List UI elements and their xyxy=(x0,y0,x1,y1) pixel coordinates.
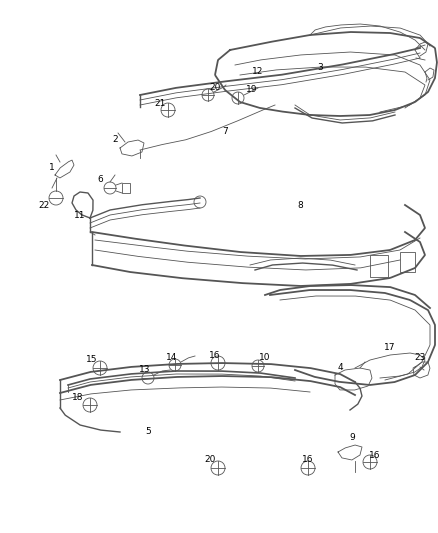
Text: 16: 16 xyxy=(302,456,314,464)
Text: 17: 17 xyxy=(384,343,396,352)
Text: 20: 20 xyxy=(204,456,215,464)
Text: 8: 8 xyxy=(297,200,303,209)
Text: 5: 5 xyxy=(145,427,151,437)
Text: 7: 7 xyxy=(222,127,228,136)
Text: 14: 14 xyxy=(166,352,178,361)
Text: 16: 16 xyxy=(369,450,381,459)
Text: 6: 6 xyxy=(97,175,103,184)
Bar xyxy=(122,183,130,193)
Bar xyxy=(400,252,415,272)
Text: 13: 13 xyxy=(139,366,151,375)
Bar xyxy=(370,255,388,277)
Text: 18: 18 xyxy=(72,393,84,402)
Text: 23: 23 xyxy=(414,353,426,362)
Text: 3: 3 xyxy=(317,63,323,72)
Text: 15: 15 xyxy=(86,356,98,365)
Text: 22: 22 xyxy=(39,200,49,209)
Text: 20: 20 xyxy=(209,83,221,92)
Text: 19: 19 xyxy=(246,85,258,94)
Text: 21: 21 xyxy=(154,100,166,109)
Text: 2: 2 xyxy=(112,135,118,144)
Text: 10: 10 xyxy=(259,353,271,362)
Text: 11: 11 xyxy=(74,211,86,220)
Text: 16: 16 xyxy=(209,351,221,359)
Text: 9: 9 xyxy=(349,432,355,441)
Text: 12: 12 xyxy=(252,68,264,77)
Text: 4: 4 xyxy=(337,364,343,373)
Text: 1: 1 xyxy=(49,164,55,173)
